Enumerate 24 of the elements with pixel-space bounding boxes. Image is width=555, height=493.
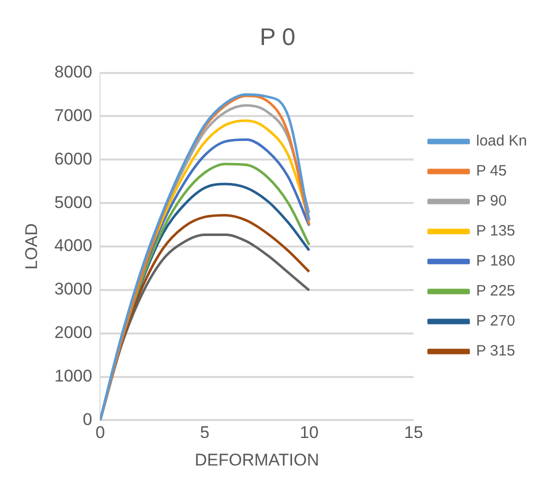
y-axis-title: LOAD	[22, 223, 41, 270]
y-tick-label: 0	[82, 410, 92, 429]
y-tick-label: 5000	[54, 192, 92, 212]
legend-label: P 135	[476, 222, 516, 240]
y-tick-label: 2000	[54, 323, 92, 342]
legend-label: P 180	[476, 252, 516, 270]
y-tick-label: 8000	[54, 62, 92, 82]
legend-label: load Kn	[476, 132, 527, 150]
legend-label: P 315	[476, 342, 516, 360]
legend-label: P 45	[476, 162, 507, 180]
y-tick-label: 6000	[54, 149, 92, 168]
y-tick-label: 4000	[54, 236, 92, 256]
x-tick-label: 10	[300, 423, 319, 442]
x-axis-title: DEFORMATION	[194, 450, 320, 470]
legend-label: P 270	[476, 312, 516, 330]
legend-label: P 225	[476, 282, 516, 300]
x-tick-label: 0	[95, 423, 105, 442]
x-tick-label: 5	[200, 423, 210, 442]
y-tick-label: 1000	[54, 366, 92, 386]
y-tick-label: 3000	[54, 280, 92, 299]
y-tick-label: 7000	[54, 106, 92, 125]
chart-title: P 0	[260, 24, 296, 52]
x-tick-label: 15	[404, 423, 424, 442]
legend-label: P 90	[476, 192, 507, 210]
